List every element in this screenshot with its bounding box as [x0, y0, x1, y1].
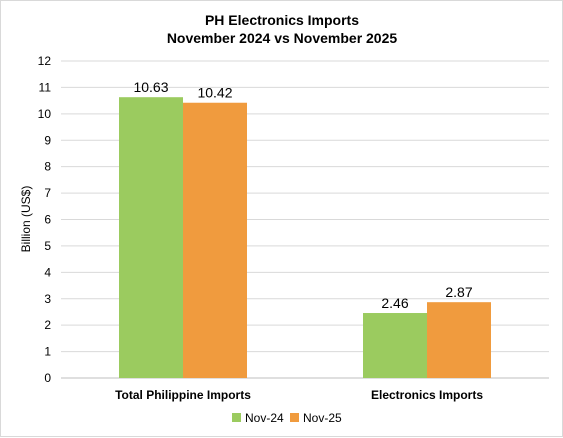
y-axis-label: Billion (US$): [19, 186, 33, 253]
y-tick-label: 11: [39, 80, 52, 94]
y-tick-label: 3: [44, 292, 51, 306]
data-label: 10.63: [133, 79, 168, 95]
y-tick-label: 6: [44, 213, 51, 227]
bar-nov-25-1: [427, 302, 491, 378]
legend-label: Nov-25: [303, 411, 342, 425]
chart-title-line1: PH Electronics Imports: [205, 12, 359, 28]
y-tick-label: 7: [44, 186, 51, 200]
data-label: 10.42: [197, 85, 232, 101]
y-tick-label: 10: [38, 107, 52, 121]
y-tick-label: 5: [44, 239, 51, 253]
bar-nov-24-1: [363, 313, 427, 378]
y-tick-label: 9: [44, 133, 51, 147]
y-tick-label: 12: [38, 54, 52, 68]
data-label: 2.46: [381, 295, 408, 311]
legend-label: Nov-24: [245, 411, 284, 425]
chart-title-line2: November 2024 vs November 2025: [167, 30, 398, 46]
data-label: 2.87: [445, 284, 472, 300]
category-labels: Total Philippine Imports Electronics Impo…: [115, 388, 483, 402]
y-tick-label: 1: [44, 345, 51, 359]
category-label: Total Philippine Imports: [115, 388, 251, 402]
bar-nov-24-0: [119, 97, 183, 379]
legend-swatch-nov-25: [290, 413, 299, 422]
legend: Nov-24 Nov-25: [232, 411, 342, 425]
bars: [119, 97, 491, 379]
y-tick-label: 4: [44, 265, 51, 279]
y-tick-label: 2: [44, 318, 51, 332]
y-tick-label: 0: [44, 371, 51, 385]
legend-swatch-nov-24: [232, 413, 241, 422]
data-labels: 10.63 10.42 2.46 2.87: [133, 79, 472, 311]
y-tick-label: 8: [44, 160, 51, 174]
bar-nov-25-0: [183, 102, 247, 378]
category-label: Electronics Imports: [371, 388, 483, 402]
